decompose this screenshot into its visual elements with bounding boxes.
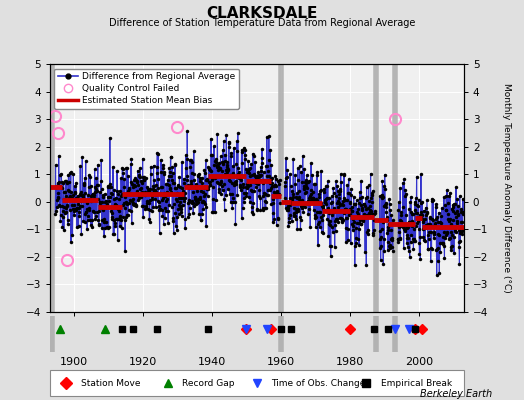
Text: Difference of Station Temperature Data from Regional Average: Difference of Station Temperature Data f…: [109, 18, 415, 28]
Text: 2000: 2000: [405, 357, 433, 367]
Text: 1980: 1980: [336, 357, 364, 367]
FancyBboxPatch shape: [50, 370, 464, 396]
Text: 1900: 1900: [60, 357, 88, 367]
Text: Station Move: Station Move: [81, 378, 140, 388]
Legend: Difference from Regional Average, Quality Control Failed, Estimated Station Mean: Difference from Regional Average, Qualit…: [54, 68, 239, 109]
Text: Berkeley Earth: Berkeley Earth: [420, 389, 493, 399]
Text: Time of Obs. Change: Time of Obs. Change: [271, 378, 366, 388]
Text: 1960: 1960: [267, 357, 295, 367]
Text: Empirical Break: Empirical Break: [381, 378, 452, 388]
Text: 1940: 1940: [198, 357, 226, 367]
Text: 1920: 1920: [129, 357, 157, 367]
Text: Record Gap: Record Gap: [182, 378, 235, 388]
Y-axis label: Monthly Temperature Anomaly Difference (°C): Monthly Temperature Anomaly Difference (…: [502, 83, 511, 293]
Text: CLARKSDALE: CLARKSDALE: [206, 6, 318, 21]
